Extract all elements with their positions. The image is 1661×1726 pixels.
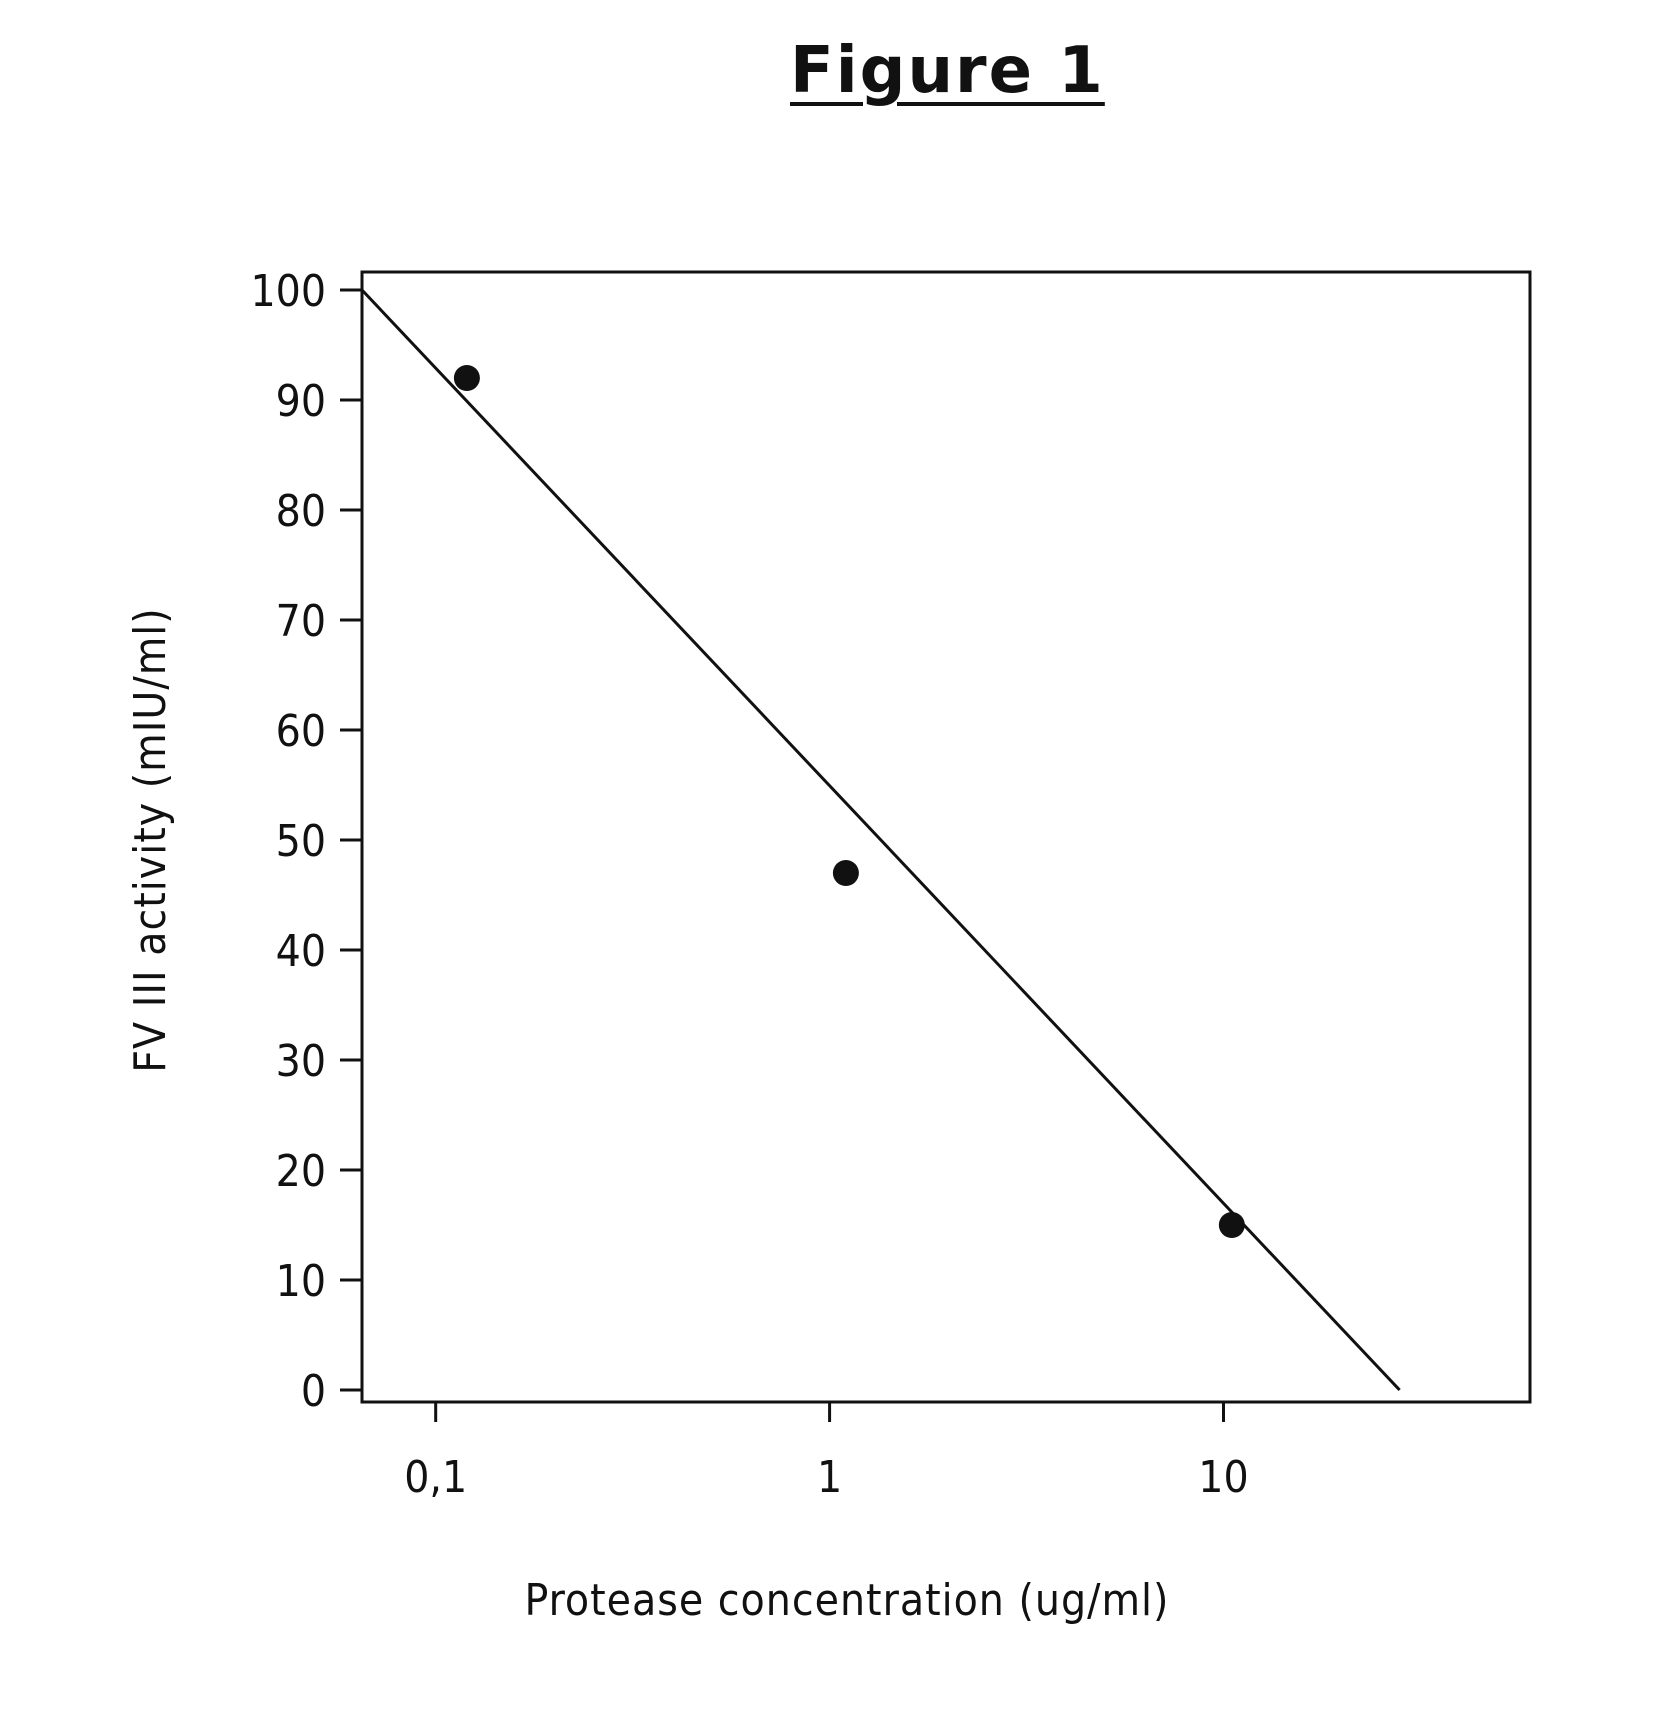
plot-series — [362, 290, 1400, 1390]
y-tick-label: 50 — [276, 816, 326, 867]
data-point — [454, 365, 480, 391]
x-tick-label: 10 — [1198, 1452, 1248, 1503]
y-tick-label: 10 — [276, 1256, 326, 1307]
y-tick-label: 40 — [276, 926, 326, 977]
y-axis-title: FV III activity (mIU/ml) — [125, 607, 176, 1072]
plot-frame — [362, 272, 1530, 1402]
y-tick-label: 90 — [276, 376, 326, 427]
y-tick-label: 0 — [301, 1366, 326, 1417]
x-tick-label: 0,1 — [404, 1452, 467, 1503]
y-tick-label: 60 — [276, 706, 326, 757]
y-tick-label: 30 — [276, 1036, 326, 1087]
x-axis-ticks: 0,1 1 10 — [404, 1402, 1248, 1503]
data-point — [833, 860, 859, 886]
x-tick-label: 1 — [817, 1452, 842, 1503]
x-axis-title: Protease concentration (ug/ml) — [524, 1575, 1169, 1626]
fit-line — [362, 290, 1400, 1390]
data-point — [1219, 1212, 1245, 1238]
y-tick-label: 100 — [250, 266, 326, 317]
y-tick-label: 80 — [276, 486, 326, 537]
y-tick-label: 70 — [276, 596, 326, 647]
y-tick-label: 20 — [276, 1146, 326, 1197]
y-axis-ticks: 0 10 20 30 40 50 60 70 80 90 100 — [250, 266, 362, 1417]
plot-border — [362, 272, 1530, 1402]
